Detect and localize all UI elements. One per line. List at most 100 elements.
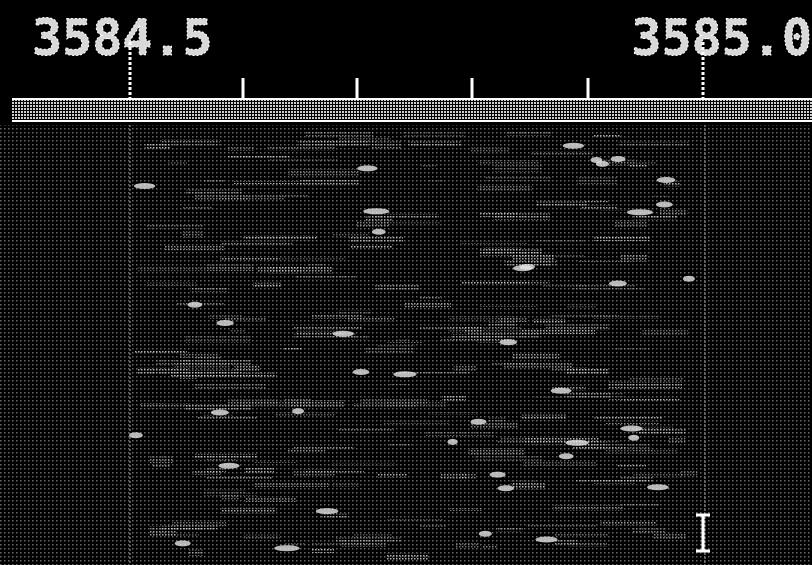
signal-peak [536,537,558,543]
signal-streak [342,541,386,547]
signal-peak [656,202,673,208]
signal-streak [258,266,302,272]
signal-streak [322,514,349,518]
signal-streak [253,461,297,463]
signal-streak [305,131,373,136]
signal-streak [653,534,685,541]
signal-streak [480,212,518,217]
signal-streak [480,305,537,307]
signal-streak [550,314,619,317]
signal-streak [606,421,660,424]
signal-streak [533,319,565,324]
signal-peak [292,408,304,414]
signal-streak [390,443,412,447]
signal-peak [316,508,338,514]
signal-streak [186,190,242,195]
signal-streak [535,239,585,242]
signal-streak [595,417,662,420]
signal-streak [152,465,171,468]
signal-streak [185,336,251,343]
signal-peak [513,265,532,271]
signal-streak [331,463,396,466]
signal-streak [354,534,393,538]
signal-peak [683,276,695,282]
signal-streak [497,440,550,443]
signal-streak [388,383,410,385]
signal-streak [621,255,646,262]
signal-streak [485,176,551,181]
signal-streak [207,477,272,480]
signal-streak [420,296,442,299]
signal-streak [207,265,254,272]
signal-streak [493,165,542,172]
signal-streak [134,350,187,353]
signal-streak [408,142,462,147]
signal-streak [532,151,594,156]
signal-streak [593,135,622,137]
frequency-label-right: 3585.0 [631,9,812,67]
signal-streak [149,457,172,464]
signal-streak [210,315,242,319]
signal-streak [449,508,482,511]
signal-peak [211,410,229,416]
signal-streak [227,146,254,150]
signal-streak [254,483,328,487]
signal-streak [274,412,334,417]
signal-streak [235,365,260,372]
signal-streak [460,474,476,479]
signal-streak [138,266,206,271]
scale-bar [12,99,812,121]
signal-streak [442,395,466,401]
signal-streak [490,362,535,365]
signal-streak [221,495,239,500]
signal-streak [156,360,190,365]
signal-streak [632,528,666,533]
signal-streak [488,418,507,422]
signal-peak [566,440,589,446]
signal-streak [289,169,360,175]
signal-peak [129,432,143,438]
signal-peak [628,435,639,441]
signal-streak [488,322,517,328]
signal-streak [555,534,609,537]
signal-peak [393,371,416,377]
signal-streak [577,177,617,184]
signal-streak [339,137,391,140]
signal-streak [332,483,359,487]
signal-streak [182,206,213,209]
signal-streak [149,530,175,536]
waterfall-view: 3584.5 3585.0 [0,0,812,565]
signal-streak [585,200,609,202]
signal-streak [193,471,222,474]
signal-streak [228,155,291,158]
signal-streak [395,340,410,342]
signal-peak [447,439,457,445]
signal-streak [145,224,203,228]
signal-streak [182,231,204,237]
signal-streak [404,302,451,307]
signal-streak [268,146,336,150]
signal-streak [220,258,279,261]
signal-streak [427,412,477,414]
signal-streak [245,467,274,473]
signal-streak [652,196,669,198]
signal-peak [357,165,377,171]
signal-streak [618,464,646,466]
signal-streak [190,287,228,291]
signal-streak [203,490,246,493]
signal-streak [537,202,587,208]
signal-peak [498,485,514,491]
signal-streak [350,245,391,248]
signal-peak [627,209,653,215]
signal-streak [229,329,245,333]
signal-streak [370,214,439,218]
signal-streak [451,334,506,340]
signal-peak [490,472,506,478]
signal-streak [283,347,303,349]
signal-streak [309,263,326,269]
page: 3584.5 3585.0 (() => { const data = JSON… [0,0,812,565]
signal-streak [197,417,258,419]
signal-peak [559,453,574,459]
signal-streak [275,257,346,260]
signal-streak [421,164,436,168]
